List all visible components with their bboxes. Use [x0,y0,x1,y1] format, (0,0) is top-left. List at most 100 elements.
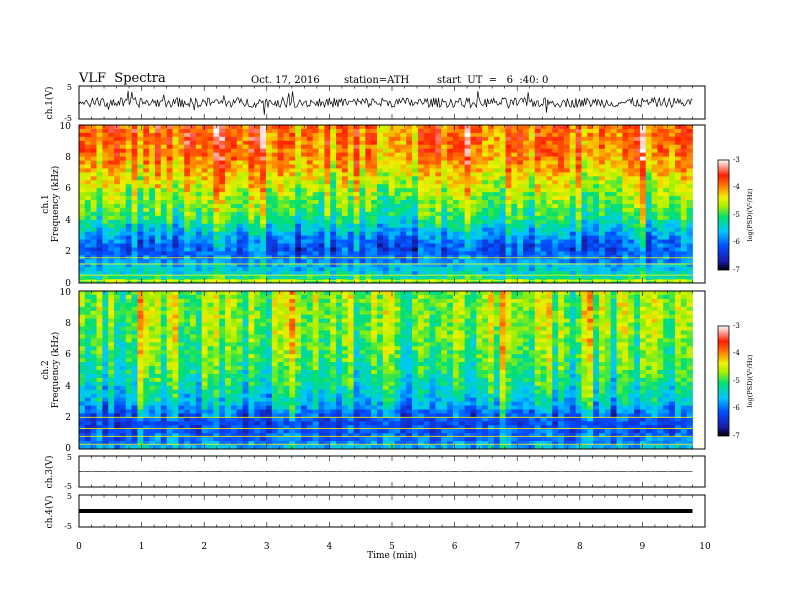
spectrogram-cell [271,196,279,201]
spectrogram-cell [476,200,483,205]
spectrogram-cell [663,259,670,264]
spectrogram-cell [569,219,577,225]
spectrogram-cell [517,172,524,177]
spectrogram-cell [84,144,92,150]
spectrogram-cell [341,275,349,280]
spectrogram-cell [569,251,577,256]
spectrogram-cell [645,144,652,150]
spectrogram-cell [371,243,378,248]
spectrogram-cell [301,247,308,252]
spectrogram-cell [669,200,676,205]
spectrogram-cell [686,136,693,142]
spectrogram-cell [166,128,173,134]
spectrogram-cell [242,172,249,177]
spectrogram-cell [248,144,255,150]
spectrogram-cell [470,148,477,154]
spectrogram-cell [523,314,530,320]
spectrogram-cell [482,314,489,320]
spectrogram-cell [645,302,652,308]
spectrogram-cell [289,219,296,225]
spectrogram-cell [669,310,676,316]
spectrogram-cell [289,172,296,177]
spectrogram-cell [458,196,466,201]
spectrogram-cell [482,239,489,244]
spectrogram-cell [312,140,319,146]
spectrogram-cell [201,263,208,268]
spectrogram-cell [166,184,173,189]
spectrogram-cell [563,251,571,256]
spectrogram-cell [493,136,501,142]
spectrogram-cell [254,302,261,308]
spectrogram-cell [347,291,354,296]
spectrogram-cell [634,196,641,201]
spectrogram-cell [143,204,150,209]
spectrogram-cell [523,211,530,217]
spectrogram-cell [184,243,191,248]
spectrogram-cell [634,223,641,229]
spectrogram-cell [546,184,553,189]
spectrogram-cell [616,204,623,209]
spectrogram-cell [201,243,208,248]
spectrogram-cell [90,144,97,150]
spectrogram-cell [546,235,553,240]
spectrogram-cell [178,132,185,138]
spectrogram-cell [242,152,249,157]
spectrogram-cell [628,200,635,205]
spectrogram-cell [435,306,442,312]
spectrogram-cell [166,152,173,157]
spectrogram-cell [283,160,290,165]
spectrogram-cell [295,156,302,161]
spectrogram-cell [201,196,208,201]
spectrogram-cell [125,247,132,252]
spectrogram-cell [552,132,559,138]
spectrogram-cell [131,291,138,296]
spectrogram-cell [610,136,617,142]
spectrogram-cell [254,227,261,233]
spectrogram-cell [511,223,518,229]
spectrogram-cell [435,172,442,177]
spectrogram-cell [195,310,203,316]
spectrogram-cell [651,306,658,312]
spectrogram-cell [312,243,319,248]
spectrogram-cell [84,267,92,272]
spectrogram-cell [96,314,103,320]
spectrogram-cell [651,223,658,229]
spectrogram-cell [634,247,641,252]
spectrogram-cell [289,306,296,312]
spectrogram-cell [336,148,343,154]
spectrogram-cell [143,140,150,146]
spectrogram-cell [482,219,489,225]
spectrogram-cell [271,140,279,146]
spectrogram-cell [604,136,612,142]
spectrogram-cell [423,168,430,173]
spectrogram-cell [260,132,267,138]
spectrogram-cell [347,294,354,300]
spectrogram-cell [225,314,232,320]
spectrogram-cell [540,136,547,142]
spectrogram-cell [569,152,577,157]
spectrogram-cell [79,243,86,248]
spectrogram-cell [371,271,378,276]
spectrogram-cell [154,235,162,240]
spectrogram-cell [452,247,460,252]
spectrogram-cell [283,132,290,138]
spectrogram-cell [324,207,331,213]
spectrogram-cell [312,152,319,157]
spectrogram-cell [634,207,641,213]
spectrogram-cell [423,263,430,268]
spectrogram-cell [195,196,203,201]
spectrogram-cell [534,271,541,276]
spectrogram-cell [289,204,296,209]
spectrogram-cell [429,132,436,138]
spectrogram-cell [540,231,547,236]
spectrogram-cell [312,188,319,193]
spectrogram-cell [190,152,197,157]
spectrogram-cell [201,231,208,236]
spectrogram-cell [517,132,524,138]
spectrogram-cell [575,271,582,276]
spectrogram-cell [540,291,547,296]
spectrogram-cell [563,207,571,213]
spectrogram-cell [277,160,284,165]
spectrogram-cell [540,302,547,308]
spectrogram-cell [610,279,617,284]
